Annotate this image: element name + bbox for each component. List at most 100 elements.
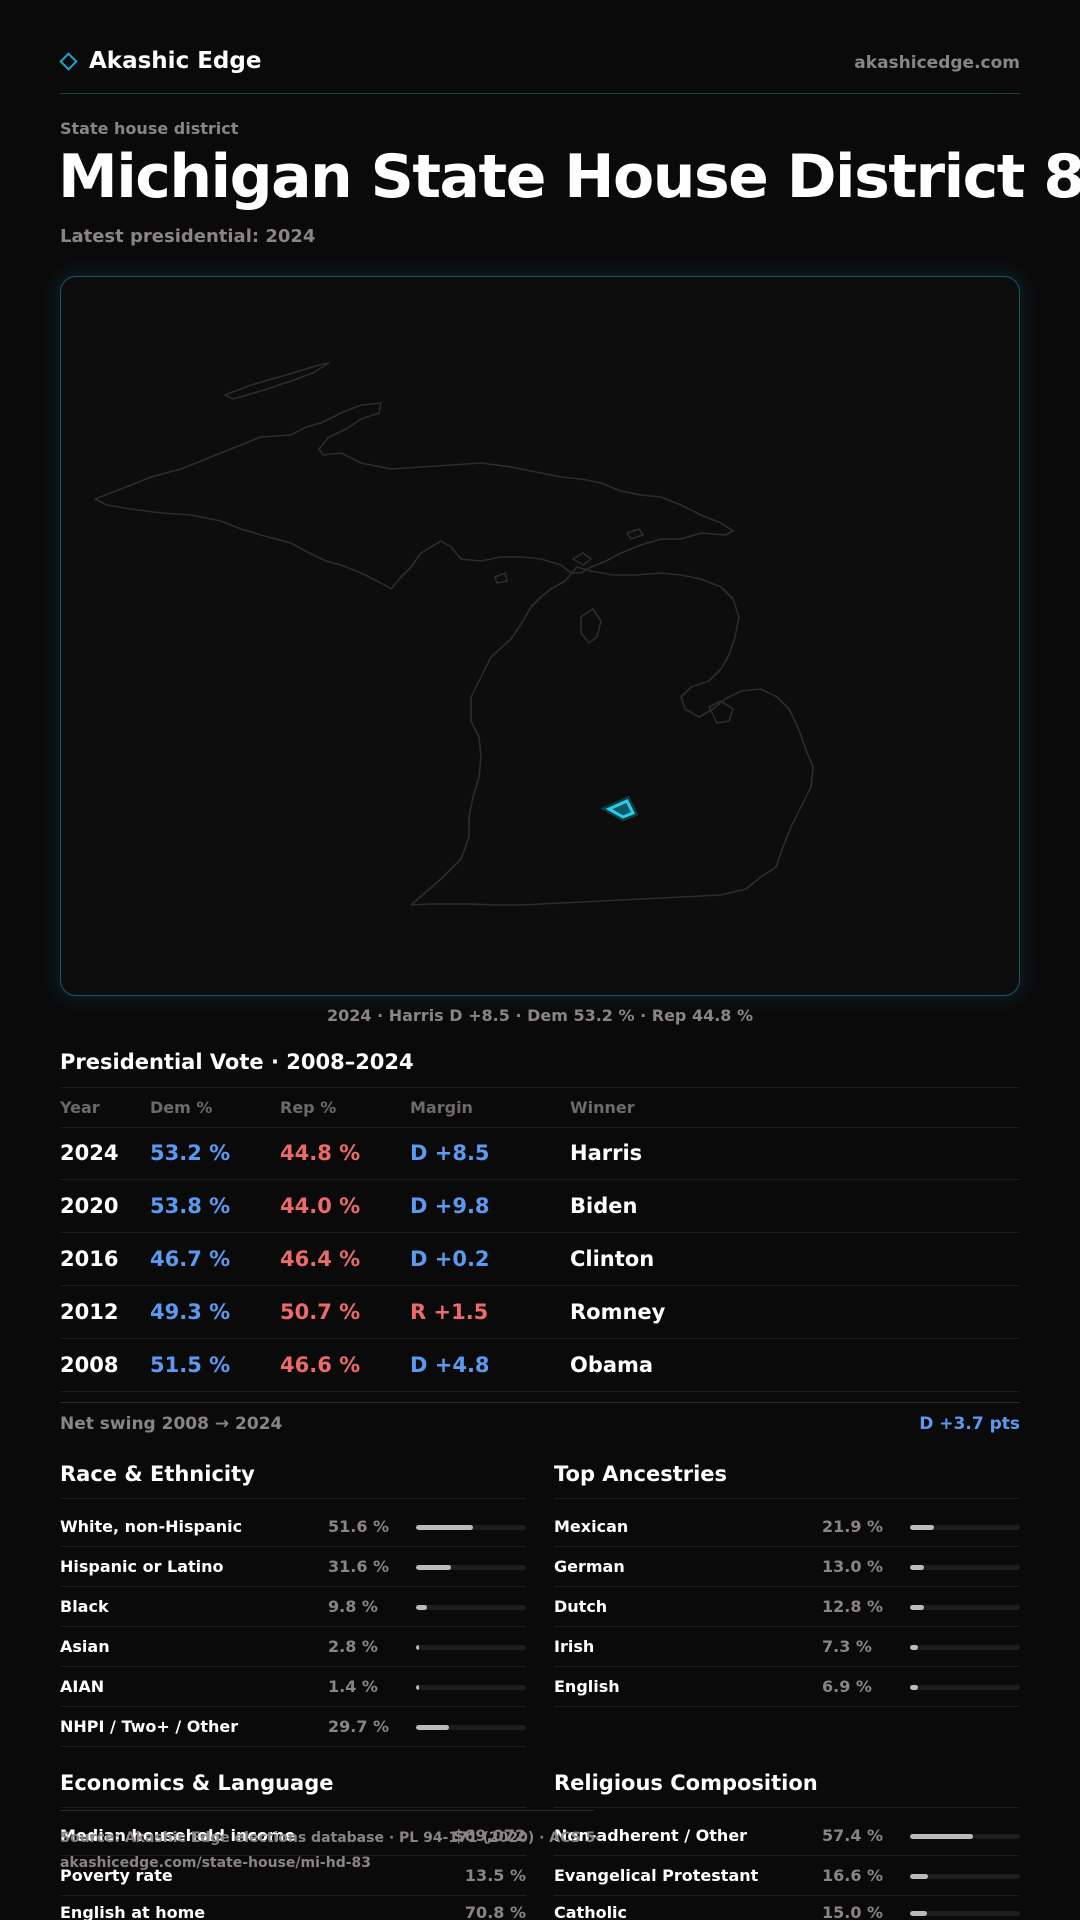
list-item: Irish 7.3 % bbox=[554, 1627, 1020, 1667]
net-swing-label: Net swing 2008 → 2024 bbox=[60, 1414, 283, 1434]
winner-cell: Clinton bbox=[570, 1247, 655, 1271]
religion-value: 57.4 % bbox=[822, 1826, 884, 1845]
island-shape bbox=[626, 528, 644, 540]
religion-bar bbox=[910, 1834, 1020, 1839]
religion-label: Evangelical Protestant bbox=[554, 1866, 759, 1885]
ancestry-value: 7.3 % bbox=[822, 1637, 872, 1656]
presidential-section-title: Presidential Vote · 2008–2024 bbox=[60, 1050, 414, 1074]
religion-bar-fill bbox=[910, 1911, 927, 1916]
page-kicker: State house district bbox=[60, 119, 239, 138]
ancestry-bar-fill bbox=[910, 1645, 919, 1650]
religion-value: 15.0 % bbox=[822, 1903, 884, 1920]
michigan-outline-map bbox=[94, 362, 814, 906]
race-bar bbox=[416, 1605, 526, 1610]
list-item: Non-adherent / Other 57.4 % bbox=[554, 1816, 1020, 1856]
year-cell: 2008 bbox=[60, 1353, 119, 1377]
column-header-margin: Margin bbox=[410, 1098, 473, 1117]
race-value: 1.4 % bbox=[328, 1677, 378, 1696]
ancestry-label: Irish bbox=[554, 1637, 595, 1656]
rep-cell: 46.6 % bbox=[280, 1353, 361, 1377]
lower-peninsula-shape bbox=[410, 566, 814, 906]
rep-cell: 50.7 % bbox=[280, 1300, 361, 1324]
year-cell: 2016 bbox=[60, 1247, 119, 1271]
diamond-logo-icon bbox=[59, 51, 78, 71]
year-cell: 2020 bbox=[60, 1194, 119, 1218]
religion-bar bbox=[910, 1911, 1020, 1916]
island-shape bbox=[572, 552, 592, 566]
divider bbox=[554, 1498, 1020, 1499]
divider bbox=[60, 1402, 1020, 1403]
race-value: 51.6 % bbox=[328, 1517, 390, 1536]
rep-cell: 44.0 % bbox=[280, 1194, 361, 1218]
net-swing-value: D +3.7 pts bbox=[919, 1414, 1020, 1434]
dem-cell: 49.3 % bbox=[150, 1300, 231, 1324]
list-item: Catholic 15.0 % bbox=[554, 1893, 1020, 1920]
brand[interactable]: Akashic Edge bbox=[59, 48, 261, 74]
site-header: Akashic Edge akashicedge.com bbox=[59, 48, 1020, 94]
economics-value: 13.5 % bbox=[464, 1866, 526, 1885]
divider bbox=[60, 1807, 526, 1808]
ancestry-value: 12.8 % bbox=[822, 1597, 884, 1616]
race-bar-fill bbox=[416, 1685, 420, 1690]
table-row: 2008 51.5 % 46.6 % D +4.8 Obama bbox=[60, 1339, 1020, 1392]
divider bbox=[60, 1498, 526, 1499]
table-row: 2020 53.8 % 44.0 % D +9.8 Biden bbox=[60, 1180, 1020, 1233]
footer-divider bbox=[60, 1810, 594, 1811]
list-item: Asian 2.8 % bbox=[60, 1627, 526, 1667]
economics-value: 70.8 % bbox=[464, 1903, 526, 1920]
ancestry-label: Dutch bbox=[554, 1597, 608, 1616]
isle-royale-shape bbox=[224, 362, 330, 400]
religion-label: Catholic bbox=[554, 1903, 628, 1920]
race-bar-fill bbox=[416, 1645, 420, 1650]
religion-bar-fill bbox=[910, 1874, 929, 1879]
race-bar bbox=[416, 1525, 526, 1530]
site-url-link[interactable]: akashicedge.com bbox=[854, 53, 1020, 73]
ancestry-label: English bbox=[554, 1677, 620, 1696]
race-bar-fill bbox=[416, 1725, 449, 1730]
ancestry-bar bbox=[910, 1645, 1020, 1650]
table-row: 2016 46.7 % 46.4 % D +0.2 Clinton bbox=[60, 1233, 1020, 1286]
list-item: Dutch 12.8 % bbox=[554, 1587, 1020, 1627]
race-label: Hispanic or Latino bbox=[60, 1557, 224, 1576]
race-label: NHPI / Two+ / Other bbox=[60, 1717, 239, 1736]
race-bar-fill bbox=[416, 1605, 427, 1610]
ancestry-value: 13.0 % bbox=[822, 1557, 884, 1576]
ancestry-label: Mexican bbox=[554, 1517, 629, 1536]
religion-bar bbox=[910, 1874, 1020, 1879]
race-value: 31.6 % bbox=[328, 1557, 390, 1576]
race-bar-fill bbox=[416, 1525, 473, 1530]
list-item: German 13.0 % bbox=[554, 1547, 1020, 1587]
ancestry-label: German bbox=[554, 1557, 625, 1576]
list-item: English 6.9 % bbox=[554, 1667, 1020, 1707]
column-header-dem: Dem % bbox=[150, 1098, 213, 1117]
race-bar bbox=[416, 1725, 526, 1730]
list-item: White, non-Hispanic 51.6 % bbox=[60, 1507, 526, 1547]
ancestry-bar-fill bbox=[910, 1565, 925, 1570]
district-map bbox=[60, 276, 1020, 996]
footer-url[interactable]: akashicedge.com/state-house/mi-hd-83 bbox=[60, 1855, 372, 1871]
divider bbox=[554, 1807, 1020, 1808]
winner-cell: Biden bbox=[570, 1194, 638, 1218]
race-label: Asian bbox=[60, 1637, 110, 1656]
race-label: Black bbox=[60, 1597, 109, 1616]
bay-inlet-shape bbox=[708, 700, 734, 724]
margin-cell: D +9.8 bbox=[410, 1194, 490, 1218]
list-item: Poverty rate 13.5 % bbox=[60, 1856, 526, 1896]
district-highlight bbox=[600, 795, 639, 822]
religion-label: Non-adherent / Other bbox=[554, 1826, 748, 1845]
ancestry-value: 6.9 % bbox=[822, 1677, 872, 1696]
year-cell: 2024 bbox=[60, 1141, 119, 1165]
list-item: AIAN 1.4 % bbox=[60, 1667, 526, 1707]
race-bar bbox=[416, 1645, 526, 1650]
race-label: AIAN bbox=[60, 1677, 105, 1696]
list-item: English at home 70.8 % bbox=[60, 1893, 526, 1920]
island-shape bbox=[494, 572, 508, 584]
race-value: 29.7 % bbox=[328, 1717, 390, 1736]
list-item: Mexican 21.9 % bbox=[554, 1507, 1020, 1547]
race-bar bbox=[416, 1565, 526, 1570]
ancestry-bar bbox=[910, 1605, 1020, 1610]
list-item: Evangelical Protestant 16.6 % bbox=[554, 1856, 1020, 1896]
list-item: Median household income $69,072 bbox=[60, 1816, 526, 1856]
dem-cell: 53.8 % bbox=[150, 1194, 231, 1218]
ancestry-bar-fill bbox=[910, 1525, 935, 1530]
